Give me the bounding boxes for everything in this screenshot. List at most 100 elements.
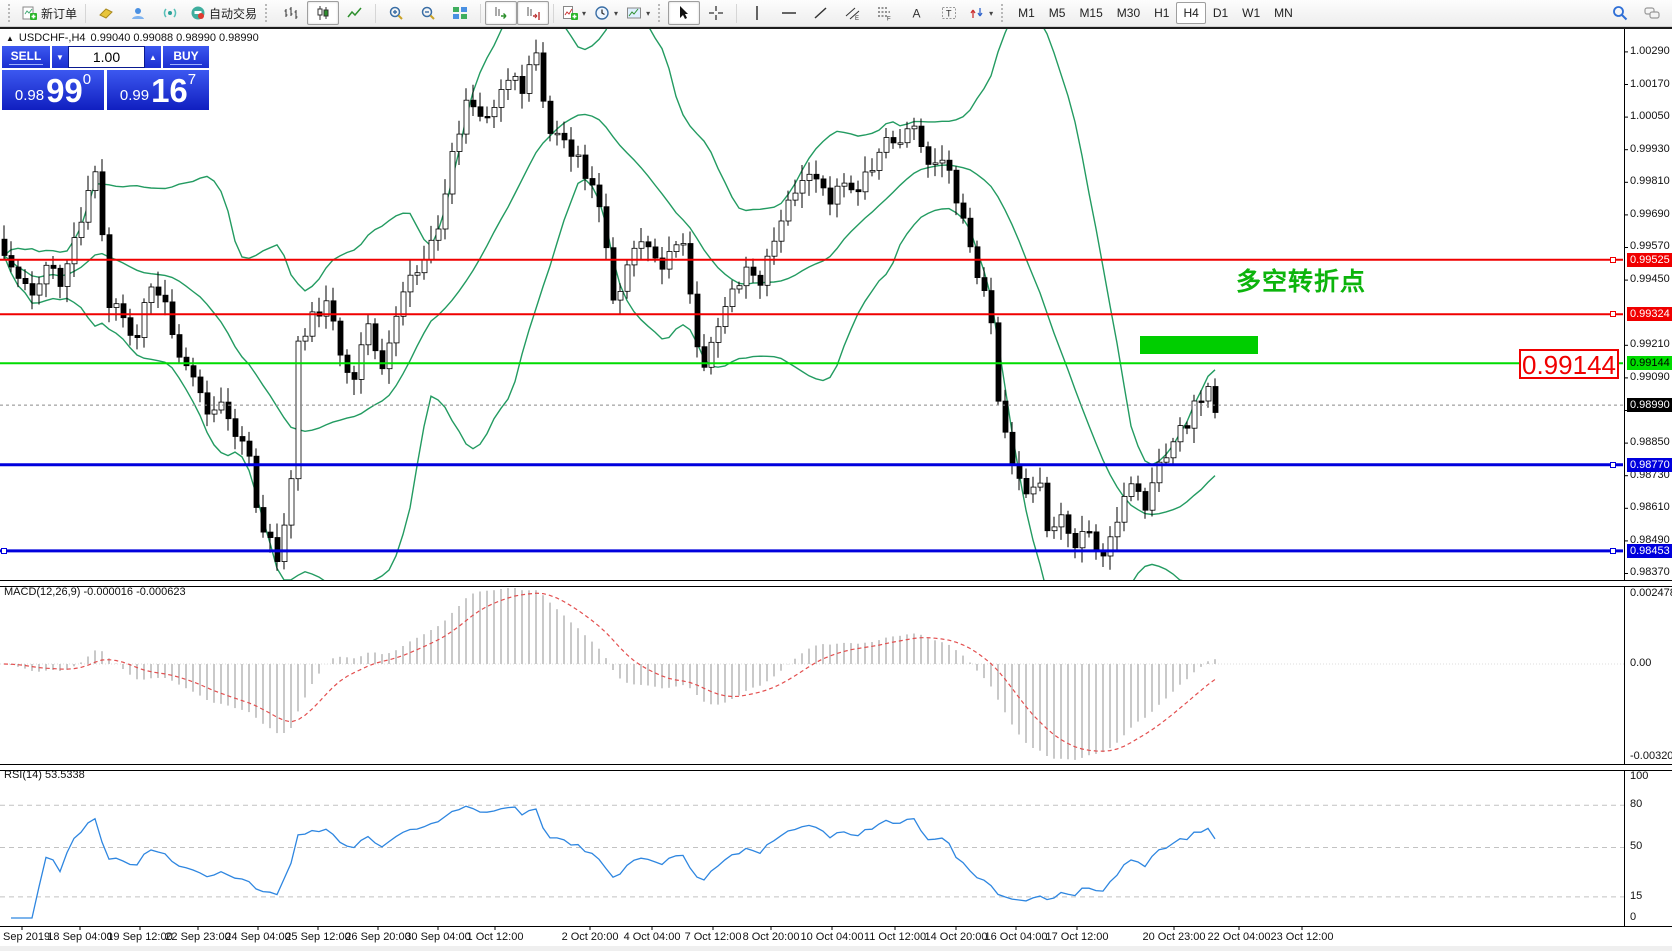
timeframe-mn[interactable]: MN [1274,6,1293,20]
price-axis-line [1624,28,1625,926]
time-axis-label: 14 Oct 20:00 [924,931,988,943]
time-axis-label: 2 Oct 20:00 [561,931,619,943]
indicators-icon [562,5,579,21]
chart-line-button[interactable] [339,1,371,25]
line-handle[interactable] [1610,311,1616,318]
autoscroll-icon [493,5,509,21]
zoomout-icon [420,5,436,21]
buy-button[interactable]: BUY [163,46,209,68]
buy-price-button[interactable]: 0.99 16 7 [107,70,209,110]
candles-icon [315,5,331,21]
crosshair-button[interactable] [700,1,732,25]
draw-trendline-button[interactable] [805,1,837,25]
main-macd-separator[interactable] [0,580,1672,587]
line-handle[interactable] [1,547,7,554]
draw-vertical-line-button[interactable] [741,1,773,25]
time-axis-label: 16 Oct 04:00 [984,931,1048,943]
signals-button[interactable] [154,1,186,25]
timeframe-w1[interactable]: W1 [1242,6,1261,20]
rsi-line [11,805,1216,919]
cursor-button[interactable] [668,1,701,25]
timeframe-m1[interactable]: M1 [1018,6,1035,20]
timeframe-h1[interactable]: H1 [1154,6,1170,20]
price-axis-tick: 0.99210 [1630,338,1670,351]
history-center-button[interactable] [90,1,122,25]
toolbar-grip-handle[interactable] [8,4,14,22]
draw-text-button[interactable]: A [901,1,933,25]
draw-arrows-button[interactable]: ▾ [965,1,997,25]
bollinger-middle-band [3,113,1216,516]
dropdown-arrow-icon[interactable]: ▾ [646,8,651,18]
line-handle[interactable] [1610,256,1616,263]
timeframe-h4[interactable]: H4 [1176,2,1206,24]
rsi-label: RSI(14) 53.5338 [4,769,85,781]
price-axis-tick: 0.99810 [1630,175,1670,188]
mql5-community-button[interactable] [122,1,154,25]
timeframe-m5[interactable]: M5 [1048,6,1066,20]
zoom-in-button[interactable] [380,1,412,25]
linechart-icon [347,5,363,21]
volume-down-button[interactable]: ▼ [52,46,68,68]
turning-point-annotation[interactable]: 多空转折点 [1236,268,1367,296]
draw-text-label-button[interactable]: T [933,1,965,25]
price-axis-tick: 0.99690 [1630,207,1670,220]
volume-up-button[interactable]: ▲ [145,46,161,68]
macd-rsi-separator[interactable] [0,764,1672,771]
line-handle[interactable] [1610,547,1616,554]
toolbar-grip-handle[interactable] [265,4,271,22]
time-axis-label: 22 Oct 04:00 [1207,931,1271,943]
time-axis-label: 4 Oct 04:00 [623,931,681,943]
macd-signal-line [3,592,1216,752]
search-button[interactable] [1604,1,1636,25]
time-axis-label: 24 Sep 04:00 [225,931,291,943]
hline-icon [781,5,797,21]
price-axis-tick: 1.00170 [1630,77,1670,90]
price-badge-0.98453: 0.98453 [1627,543,1672,558]
timeframe-m15[interactable]: M15 [1079,6,1103,20]
macd-axis-tick: 0.002478 [1630,587,1672,599]
chart-shift-button[interactable] [517,1,550,25]
toolbar-separator [375,3,377,23]
sell-button[interactable]: SELL [2,46,50,68]
chart-candlesticks-button[interactable] [307,1,340,25]
time-axis-label: 6 Sep 2019 [0,931,51,943]
time-axis-label: 19 Sep 12:00 [107,931,173,943]
crosshair-icon [708,5,724,21]
dropdown-arrow-icon[interactable]: ▾ [989,8,994,18]
toolbar-grip-handle[interactable] [1001,4,1007,22]
templates-button[interactable]: ▾ [622,1,654,25]
timeframe-d1[interactable]: D1 [1212,6,1229,20]
line-handle[interactable] [1610,461,1616,468]
dropdown-arrow-icon[interactable]: ▾ [614,8,619,18]
big-price-callout[interactable]: 0.99144 [1519,349,1619,380]
toolbar-grip-handle[interactable] [658,4,664,22]
supply-zone-rectangle[interactable] [1140,336,1258,354]
new-order-button[interactable]: 新订单 [18,1,81,25]
timeframe-m30[interactable]: M30 [1116,6,1141,20]
textA-icon: A [909,5,925,21]
shapes-icon [969,5,985,21]
price-axis-tick: 0.99090 [1630,370,1670,383]
svg-text:T: T [946,9,952,19]
dropdown-arrow-icon[interactable]: ▾ [582,8,587,18]
draw-fibonacci-button[interactable]: F [869,1,901,25]
zoom-out-button[interactable] [412,1,444,25]
chart-title: ▲ USDCHF-,H4 0.99040 0.99088 0.98990 0.9… [6,32,259,44]
chat-button[interactable] [1636,1,1668,25]
collapse-ohlc-icon[interactable]: ▲ [6,33,14,43]
time-axis-line [0,926,1672,927]
sell-price-button[interactable]: 0.98 99 0 [2,70,104,110]
tile-windows-button[interactable] [444,1,476,25]
toolbar-separator [85,3,87,23]
auto-scroll-button[interactable] [485,1,518,25]
auto-trading-button[interactable]: 自动交易 [186,1,261,25]
svg-text:F: F [887,17,891,22]
periods-button[interactable]: ▾ [590,1,622,25]
volume-input[interactable]: 1.00 [68,46,145,68]
chart-bars-button[interactable] [275,1,307,25]
indicators-button[interactable]: ▾ [558,1,590,25]
draw-horizontal-line-button[interactable] [773,1,805,25]
price-axis-tick: 0.98370 [1630,566,1670,579]
price-axis-tick: 0.99570 [1630,240,1670,253]
draw-equidistant-channel-button[interactable]: E [837,1,869,25]
